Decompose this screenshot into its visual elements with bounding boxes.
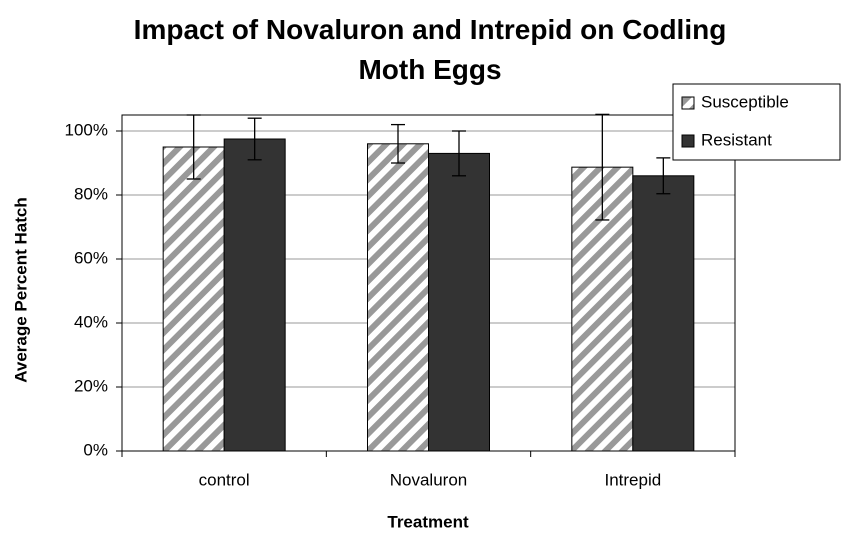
error-bar [656,157,671,195]
y-tick-label: 40% [74,312,108,331]
y-tick-label: 80% [74,184,108,203]
x-tick-label: Intrepid [604,470,661,489]
bar [367,143,429,452]
legend-label: Susceptible [701,92,789,111]
x-tick-label: Novaluron [390,470,468,489]
y-tick-label: 0% [83,440,108,459]
bar [223,138,286,452]
legend-box [672,83,841,161]
error-bar [595,113,610,221]
x-axis-label: Treatment [387,512,469,531]
x-tick-label: control [199,470,250,489]
error-bar [186,114,201,180]
bar [428,152,490,452]
bar [632,175,695,452]
legend-label: Resistant [701,130,772,149]
chart-title: Impact of Novaluron and Intrepid on Codl… [133,14,727,85]
legend-swatch [681,96,695,110]
y-axis-label: Average Percent Hatch [11,197,30,383]
error-bar [452,130,466,177]
y-tick-label: 100% [65,120,108,139]
error-bar [247,117,262,161]
bar [162,146,225,452]
y-tick-label: 20% [74,376,108,395]
y-tick-label: 60% [74,248,108,267]
legend-swatch [681,134,695,148]
error-bar [391,123,405,164]
